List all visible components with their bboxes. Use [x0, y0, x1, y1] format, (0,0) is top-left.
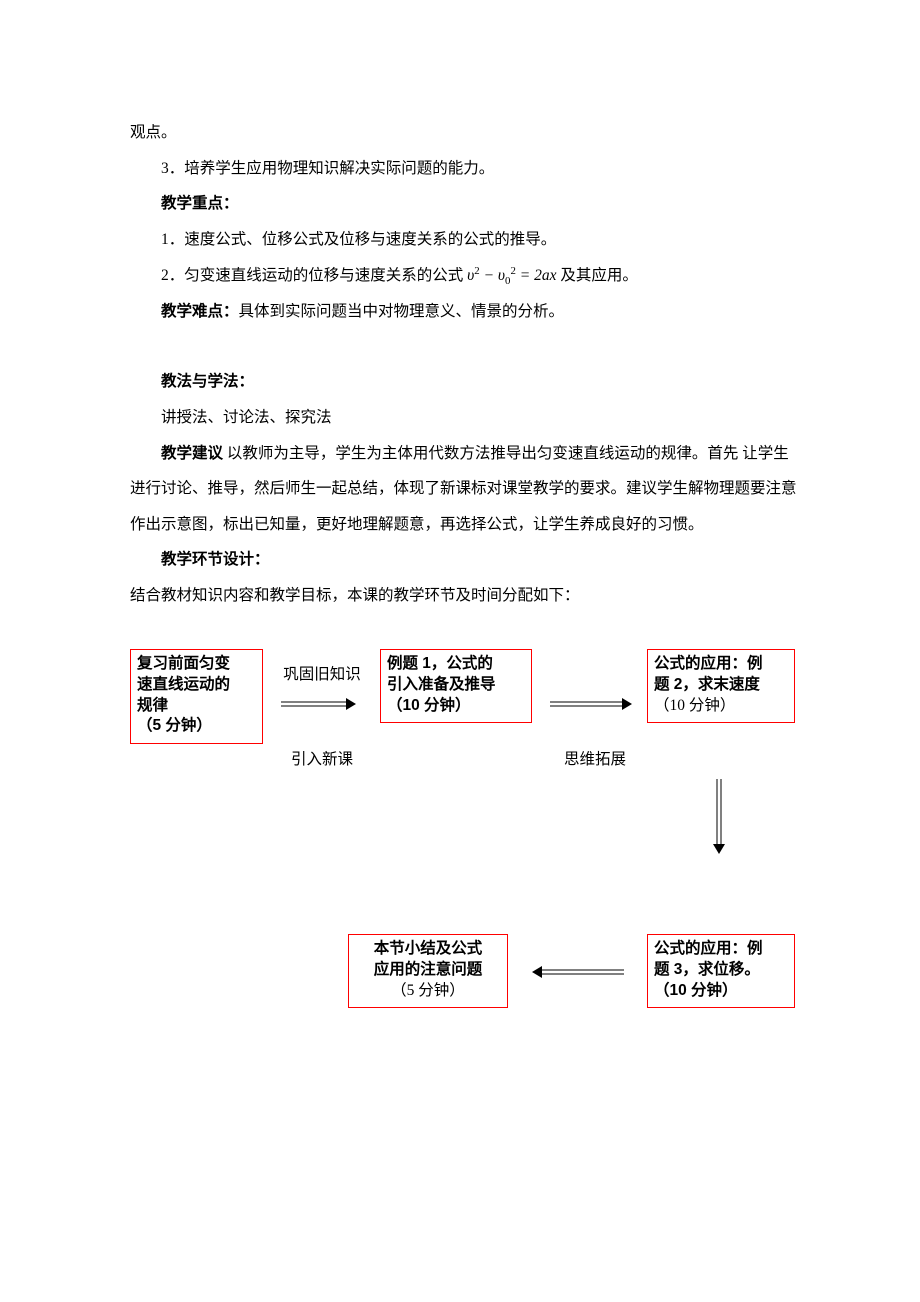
flow-node-summary: 本节小结及公式 应用的注意问题 （5 分钟） — [348, 934, 508, 1009]
text: 及其应用。 — [560, 267, 638, 284]
node-line: 应用的注意问题 — [355, 960, 501, 981]
flow-caption: 思维拓展 — [550, 749, 640, 771]
text: 具体到实际问题当中对物理意义、情景的分析。 — [239, 303, 565, 320]
spacer — [130, 329, 800, 364]
heading-label: 教学环节设计： — [161, 551, 270, 568]
node-line: 例题 1，公式的 — [387, 654, 525, 675]
text: 以教师为主导，学生为主体用代数方法推导出匀变速直线运动的规律。首先 — [223, 445, 738, 462]
arrow-left-icon — [532, 967, 624, 977]
method-text: 讲授法、讨论法、探究法 — [130, 400, 800, 436]
node-line: 公式的应用：例 — [654, 654, 788, 675]
paragraph: 观点。 — [130, 115, 800, 151]
eq: = 2 — [516, 267, 542, 284]
flow-caption: 引入新课 — [277, 749, 367, 771]
heading-label: 教学建议 — [161, 445, 223, 462]
node-line: 速直线运动的 — [137, 675, 256, 696]
node-line: （5 分钟） — [137, 716, 256, 737]
list-item: 3．培养学生应用物理知识解决实际问题的能力。 — [130, 151, 800, 187]
var-v0: υ — [498, 267, 505, 284]
flow-node-example2: 公式的应用：例 题 2，求末速度 （10 分钟） — [647, 649, 795, 724]
heading-method: 教法与学法： — [130, 364, 800, 400]
node-line: 题 2，求末速度 — [654, 675, 788, 696]
flowchart: 复习前面匀变 速直线运动的 规律 （5 分钟） 巩固旧知识 引入新课 例题 1，… — [130, 649, 795, 1019]
var-x: x — [550, 267, 557, 284]
node-line: （10 分钟） — [654, 981, 788, 1002]
document-page: 观点。 3．培养学生应用物理知识解决实际问题的能力。 教学重点： 1．速度公式、… — [0, 0, 920, 1139]
arrow-down-icon — [714, 779, 724, 854]
node-line: 公式的应用：例 — [654, 939, 788, 960]
heading-stage: 教学环节设计： — [130, 542, 800, 578]
var-a: a — [542, 267, 550, 284]
node-line: （10 分钟） — [387, 696, 525, 717]
heading-label: 教学难点： — [161, 303, 239, 320]
formula: υ2 − υ02 = 2ax — [467, 267, 560, 284]
arrow-right-icon — [550, 699, 632, 709]
stage-text: 结合教材知识内容和教学目标，本课的教学环节及时间分配如下： — [130, 578, 800, 614]
heading-difficulty: 教学难点：具体到实际问题当中对物理意义、情景的分析。 — [130, 294, 800, 330]
flow-node-review: 复习前面匀变 速直线运动的 规律 （5 分钟） — [130, 649, 263, 745]
arrow-right-icon — [281, 699, 356, 709]
node-line: （10 分钟） — [654, 696, 788, 717]
heading-label: 教法与学法： — [161, 373, 254, 390]
node-line: （5 分钟） — [355, 981, 501, 1002]
suggest-paragraph: 教学建议 以教师为主导，学生为主体用代数方法推导出匀变速直线运动的规律。首先 让… — [130, 436, 800, 543]
focus-item-1: 1．速度公式、位移公式及位移与速度关系的公式的推导。 — [130, 222, 800, 258]
node-line: 引入准备及推导 — [387, 675, 525, 696]
focus-item-2: 2．匀变速直线运动的位移与速度关系的公式 υ2 − υ02 = 2ax 及其应用… — [130, 258, 800, 294]
sub: 0 — [505, 275, 510, 287]
flow-caption: 巩固旧知识 — [277, 664, 367, 686]
node-line: 题 3，求位移。 — [654, 960, 788, 981]
heading-focus: 教学重点： — [130, 186, 800, 222]
node-line: 本节小结及公式 — [355, 939, 501, 960]
flow-node-example3: 公式的应用：例 题 3，求位移。 （10 分钟） — [647, 934, 795, 1009]
minus: − — [480, 267, 498, 284]
text: 2．匀变速直线运动的位移与速度关系的公式 — [161, 267, 463, 284]
flow-node-example1: 例题 1，公式的 引入准备及推导 （10 分钟） — [380, 649, 532, 724]
node-line: 规律 — [137, 696, 256, 717]
node-line: 复习前面匀变 — [137, 654, 256, 675]
heading-label: 教学重点： — [161, 195, 239, 212]
